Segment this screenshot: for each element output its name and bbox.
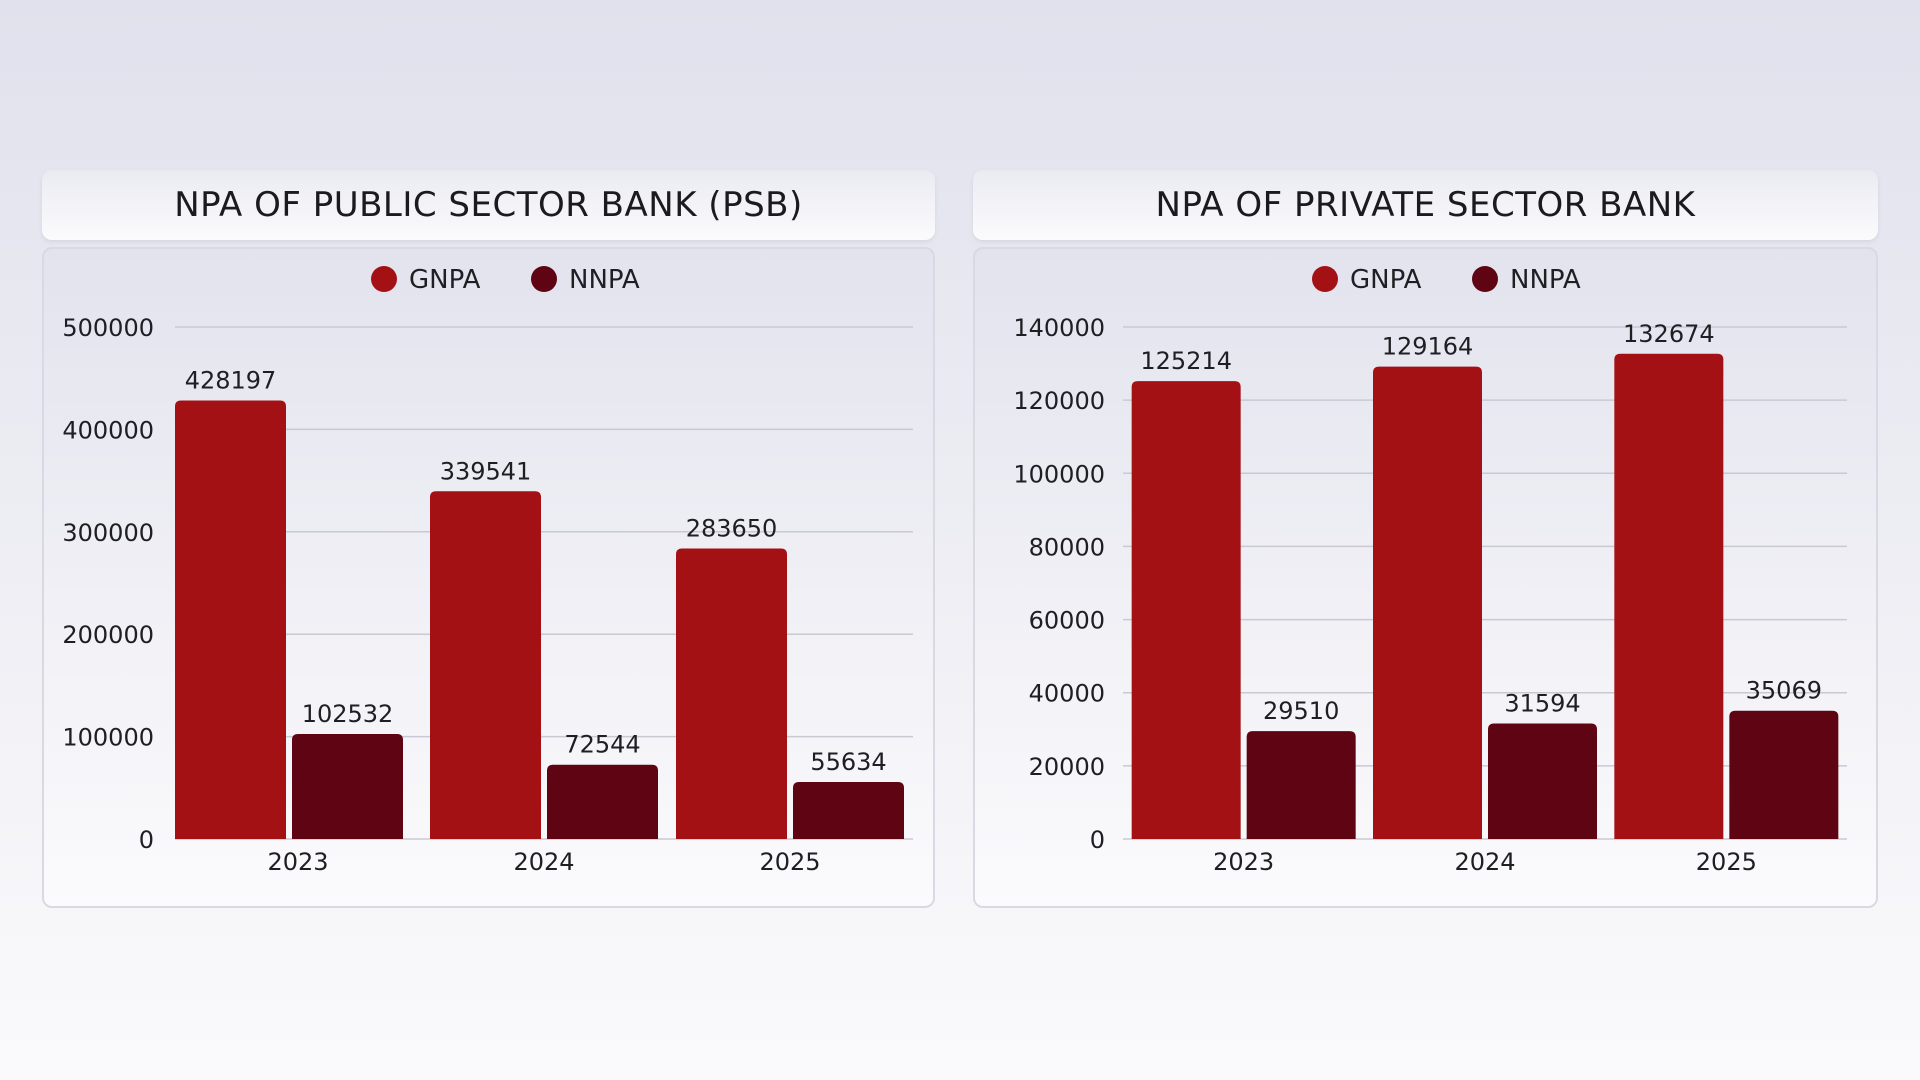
data-label: 283650	[686, 515, 778, 543]
data-label: 35069	[1746, 677, 1822, 705]
x-tick-label: 2025	[1696, 848, 1757, 876]
bar-nnpa-2023	[292, 734, 403, 839]
bar-nnpa-2025	[1729, 710, 1839, 839]
data-label: 29510	[1263, 697, 1339, 725]
bar-gnpa-2024	[430, 491, 541, 839]
y-tick-label: 200000	[62, 621, 154, 649]
bar-gnpa-2023	[1131, 381, 1241, 839]
data-label: 428197	[185, 367, 277, 395]
chart-area: 0 100000 200000 300000 400000 500000 GNPA NNPA 4…	[42, 247, 935, 908]
chart-title: NPA OF PUBLIC SECTOR BANK (PSB)	[42, 170, 935, 240]
legend-label-gnpa: GNPA	[409, 265, 481, 295]
y-tick-label: 300000	[62, 519, 154, 547]
data-label: 132674	[1623, 320, 1715, 348]
y-tick-label: 60000	[1029, 607, 1105, 635]
bar-gnpa-2023	[175, 400, 286, 839]
y-tick-label: 100000	[62, 724, 154, 752]
chart-area: 0 20000 40000 60000 80000 100000 120000 140000 G…	[973, 247, 1878, 908]
legend-label-nnpa: NNPA	[569, 265, 640, 295]
data-label: 125214	[1140, 347, 1232, 375]
data-label: 55634	[810, 748, 886, 776]
bar-nnpa-2023	[1246, 731, 1356, 839]
legend-marker-gnpa	[371, 266, 397, 292]
chart-panel-public-sector: NPA OF PUBLIC SECTOR BANK (PSB) 0 100000 2…	[42, 170, 935, 910]
bar-chart-private-sector: 0 20000 40000 60000 80000 100000 120000 140000 G…	[1013, 265, 1847, 876]
bar-nnpa-2025	[793, 782, 904, 839]
x-tick-label: 2025	[759, 848, 820, 876]
y-tick-label: 80000	[1029, 533, 1105, 561]
chart-title: NPA OF PRIVATE SECTOR BANK	[973, 170, 1878, 240]
y-tick-label: 40000	[1029, 680, 1105, 708]
y-tick-label: 140000	[1013, 314, 1105, 342]
y-tick-label: 0	[139, 826, 154, 854]
legend-label-gnpa: GNPA	[1350, 265, 1422, 295]
data-label: 72544	[564, 731, 640, 759]
legend-marker-nnpa	[1472, 266, 1498, 292]
data-label: 102532	[302, 700, 394, 728]
y-tick-label: 0	[1090, 826, 1105, 854]
bar-nnpa-2024	[547, 764, 658, 839]
legend-label-nnpa: NNPA	[1510, 265, 1581, 295]
legend-marker-gnpa	[1312, 266, 1338, 292]
bar-gnpa-2024	[1373, 366, 1482, 839]
chart-panel-private-sector: NPA OF PRIVATE SECTOR BANK 0 20000 40000 60…	[973, 170, 1878, 910]
y-tick-label: 120000	[1013, 387, 1105, 415]
bar-gnpa-2025	[1614, 353, 1724, 839]
y-tick-label: 500000	[62, 314, 154, 342]
legend-marker-nnpa	[531, 266, 557, 292]
y-tick-label: 20000	[1029, 753, 1105, 781]
x-tick-label: 2024	[513, 848, 574, 876]
bar-chart-public-sector: 0 100000 200000 300000 400000 500000 GNPA NNPA 4…	[62, 265, 913, 876]
bar-gnpa-2025	[676, 548, 787, 839]
data-label: 339541	[440, 457, 532, 485]
data-label: 31594	[1504, 689, 1580, 717]
y-tick-label: 100000	[1013, 460, 1105, 488]
x-tick-label: 2023	[267, 848, 328, 876]
bar-nnpa-2024	[1488, 723, 1597, 839]
x-tick-label: 2023	[1213, 848, 1274, 876]
y-tick-label: 400000	[62, 416, 154, 444]
x-tick-label: 2024	[1454, 848, 1515, 876]
data-label: 129164	[1382, 333, 1474, 361]
